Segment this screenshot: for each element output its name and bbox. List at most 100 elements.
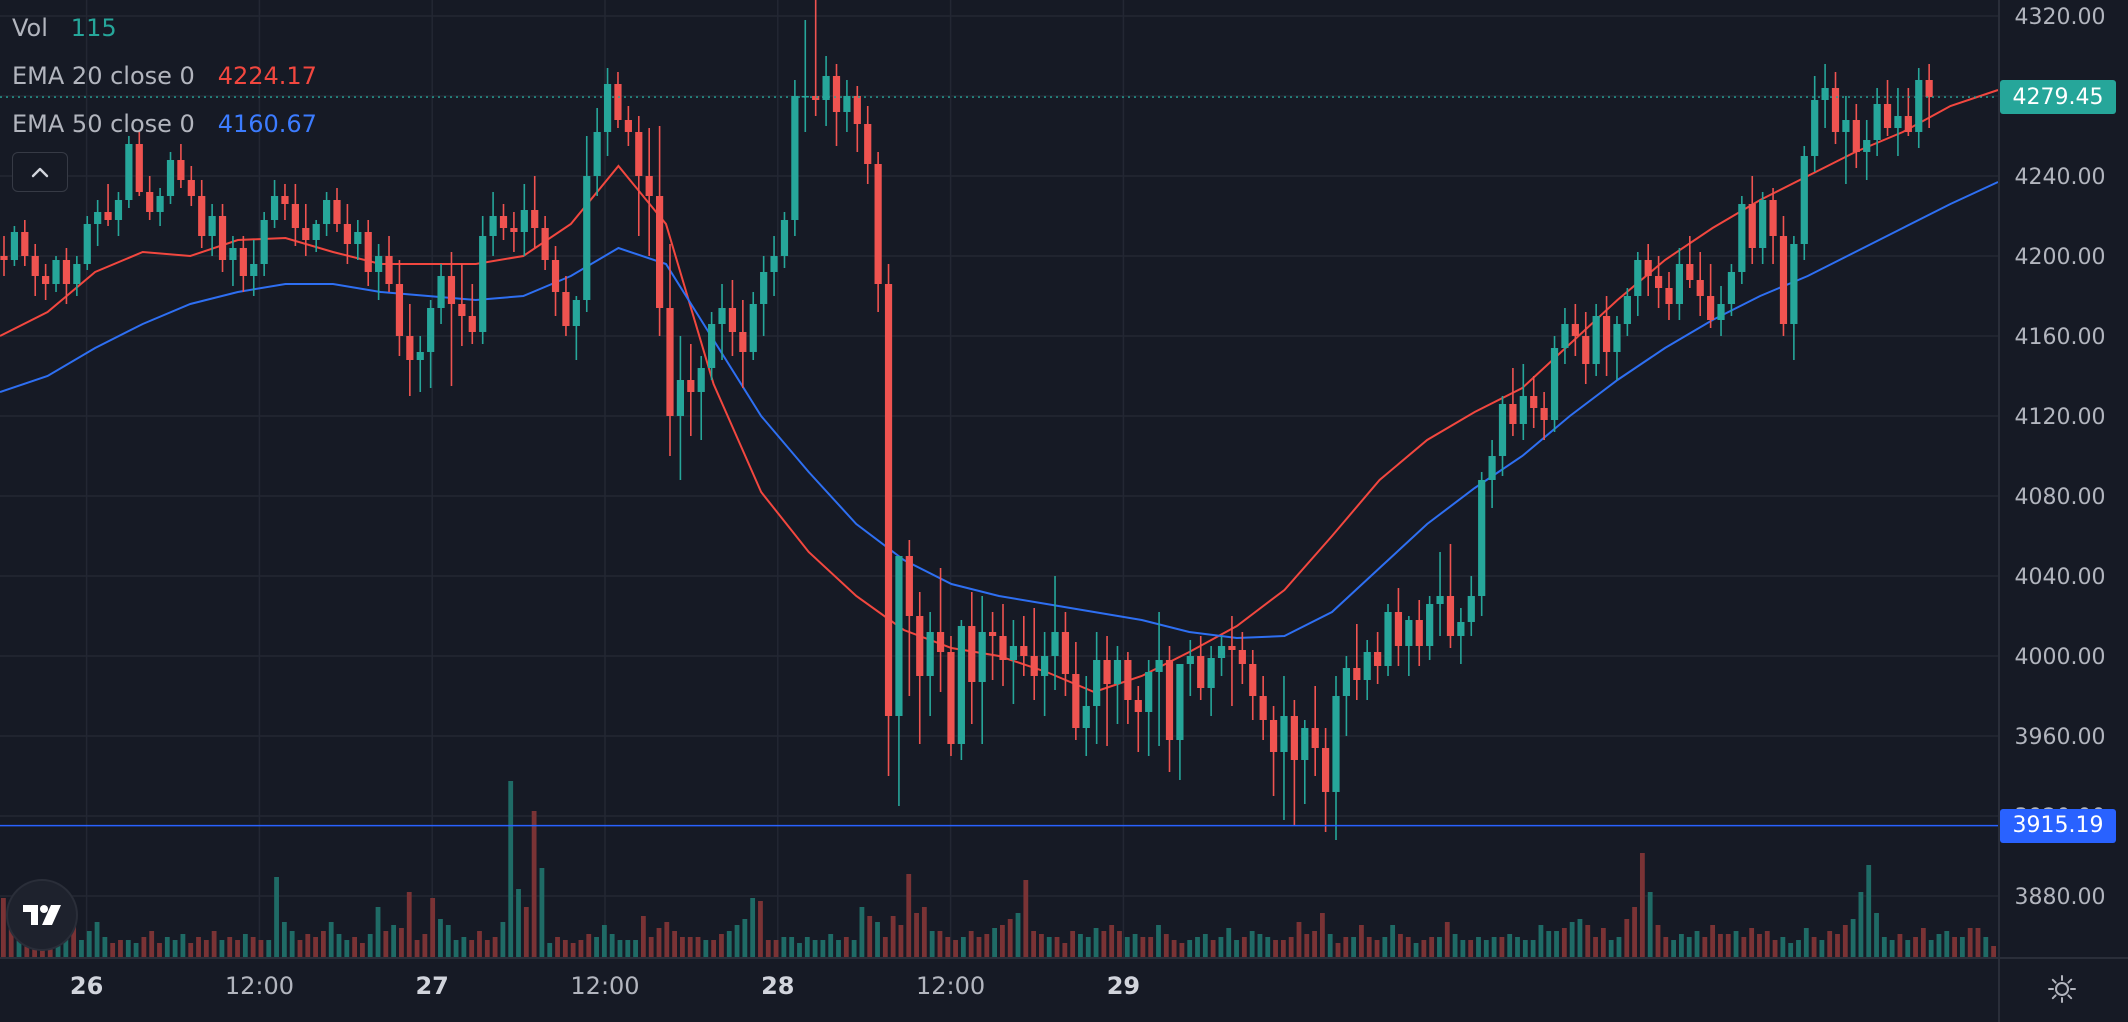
price-tick-label: 4120.00	[2015, 405, 2106, 430]
candle-body	[645, 176, 653, 196]
price-tick-label: 4240.00	[2015, 165, 2106, 190]
candle-body	[1675, 264, 1684, 304]
volume-bar	[953, 940, 958, 958]
volume-bar	[1132, 934, 1138, 958]
volume-bar	[758, 901, 763, 958]
candle-body	[1321, 748, 1330, 792]
volume-bar	[1031, 931, 1037, 958]
volume-bar	[921, 907, 927, 958]
candle-body	[198, 196, 206, 236]
volume-bar	[8, 916, 14, 958]
volume-bar	[94, 922, 100, 958]
volume-bar	[976, 937, 982, 958]
volume-bar	[118, 940, 123, 958]
ema50-legend[interactable]: EMA 50 close 0 4160.67	[12, 110, 317, 138]
volume-bar	[1835, 934, 1840, 958]
candle-body	[354, 232, 362, 244]
volume-bar	[1398, 934, 1403, 958]
candle-body	[1665, 288, 1673, 304]
volume-bar	[1616, 937, 1622, 958]
volume-bar	[734, 925, 740, 958]
volume-bar	[1234, 940, 1239, 958]
volume-bar	[609, 934, 615, 958]
volume-bar	[266, 940, 272, 958]
volume-bar	[625, 940, 631, 958]
candle-body	[21, 232, 29, 256]
volume-bar	[1202, 934, 1208, 958]
candle-body	[1009, 646, 1018, 660]
candle-body	[1498, 404, 1507, 456]
candle-body	[1415, 620, 1423, 646]
candle-body	[114, 200, 123, 220]
candle-body	[1342, 668, 1351, 696]
candle-body	[1301, 728, 1309, 760]
volume-bar	[235, 940, 240, 958]
candle-body	[1155, 660, 1163, 672]
volume-bar	[898, 925, 904, 958]
candle-body	[551, 260, 560, 292]
volume-bar	[1733, 931, 1739, 958]
candle-body	[62, 260, 71, 284]
volume-bar	[1764, 931, 1770, 958]
candle-body	[603, 84, 612, 132]
volume-bar	[1, 898, 6, 958]
candle-body	[1717, 304, 1725, 320]
volume-bar	[937, 931, 943, 958]
volume-bar	[1624, 919, 1630, 958]
volume-bar	[781, 937, 787, 958]
candle-body	[239, 248, 247, 276]
candle-body	[416, 352, 424, 360]
volume-bar	[1187, 940, 1193, 958]
candle-body	[1707, 296, 1715, 320]
candle-body	[406, 336, 414, 360]
volume-bar	[1374, 940, 1380, 958]
candle-body	[1269, 720, 1278, 752]
volume-bar	[1600, 928, 1606, 958]
tradingview-logo-icon[interactable]	[8, 881, 76, 949]
candle-body	[1207, 658, 1215, 688]
candle-body	[1883, 104, 1892, 128]
volume-bar	[929, 931, 935, 958]
candle-body	[166, 160, 175, 196]
volume-bar	[1241, 937, 1247, 958]
volume-bar	[1569, 922, 1575, 958]
price-tick-label: 3880.00	[2015, 885, 2106, 910]
horizontal-line-label[interactable]: 3915.19	[2000, 808, 2116, 843]
volume-bar	[1538, 925, 1544, 958]
volume-bar	[289, 931, 295, 958]
volume-bar	[836, 940, 841, 958]
collapse-legend-button[interactable]	[12, 152, 68, 192]
candle-body	[1904, 116, 1912, 132]
volume-bar	[586, 934, 592, 958]
volume-bar	[438, 919, 443, 958]
last-price-label: 4279.45	[2000, 80, 2116, 115]
candle-body	[1249, 664, 1257, 696]
volume-bar	[86, 931, 92, 958]
volume-bar	[1390, 925, 1396, 958]
candle-body	[1426, 604, 1434, 646]
candle-body	[593, 132, 601, 176]
volume-bar	[1499, 937, 1505, 958]
volume-bar	[1967, 928, 1973, 958]
volume-bar	[562, 940, 568, 958]
candle-body	[822, 76, 830, 100]
candle-body	[832, 76, 841, 112]
candle-body	[0, 256, 8, 260]
settings-button[interactable]	[2040, 967, 2084, 1011]
volume-bar	[157, 943, 162, 958]
volume-bar	[719, 934, 724, 958]
volume-bar	[1757, 934, 1762, 958]
volume-bar	[1655, 925, 1661, 958]
candle-body	[708, 324, 716, 368]
volume-bar	[1491, 937, 1497, 958]
candle-body	[1186, 656, 1194, 664]
time-tick-label: 12:00	[225, 972, 294, 1000]
volume-bar	[1444, 922, 1450, 958]
candle-body	[447, 276, 456, 304]
candle-body	[884, 284, 893, 716]
volume-bar	[1811, 937, 1817, 958]
ema20-legend[interactable]: EMA 20 close 0 4224.17	[12, 62, 317, 90]
candle-body	[531, 210, 539, 228]
